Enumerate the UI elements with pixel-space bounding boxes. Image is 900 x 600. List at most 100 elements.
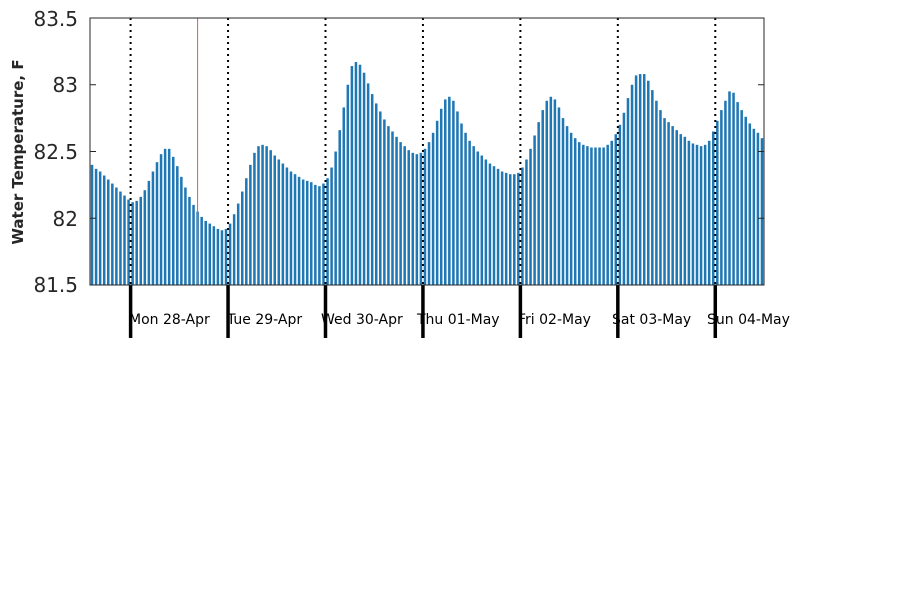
bar xyxy=(602,147,605,285)
bar xyxy=(464,132,467,285)
bar xyxy=(606,144,609,285)
bar xyxy=(310,182,313,285)
bar xyxy=(586,146,589,285)
bar xyxy=(350,66,354,285)
bar xyxy=(212,226,216,285)
bar xyxy=(703,144,707,285)
day-label: Tue 29-Apr xyxy=(226,312,302,328)
bar xyxy=(439,108,443,285)
ytick-label: 83.5 xyxy=(33,7,78,31)
bar xyxy=(119,191,122,285)
x-axis-day-labels: Mon 28-Apr Tue 29-Apr Wed 30-Apr Thu 01-… xyxy=(129,312,790,328)
bar xyxy=(431,132,435,285)
bar xyxy=(444,99,447,286)
bar xyxy=(679,134,683,285)
ytick-label: 82.5 xyxy=(33,140,78,164)
bar xyxy=(760,138,764,285)
bar xyxy=(492,166,496,285)
bar xyxy=(180,176,183,285)
bar xyxy=(699,146,703,285)
bar xyxy=(192,204,195,285)
bar xyxy=(508,174,512,285)
bar xyxy=(342,107,346,285)
bar xyxy=(740,110,743,285)
bar xyxy=(358,64,362,285)
bar xyxy=(667,122,670,285)
bar xyxy=(724,100,727,286)
bar xyxy=(94,168,98,285)
bar xyxy=(561,118,565,286)
bar xyxy=(517,172,520,285)
bar xyxy=(143,190,147,285)
bar xyxy=(314,184,317,286)
bar xyxy=(578,142,581,285)
day-label: Fri 02-May xyxy=(518,312,591,328)
bar xyxy=(318,186,321,285)
bar xyxy=(281,163,285,285)
bar xyxy=(163,148,167,285)
bar xyxy=(557,107,561,285)
bar xyxy=(98,171,102,285)
bar xyxy=(642,74,646,285)
bar xyxy=(415,154,419,285)
bar xyxy=(269,150,272,285)
bar xyxy=(594,147,597,285)
bar xyxy=(395,136,398,285)
bar xyxy=(638,74,642,285)
bar xyxy=(716,120,719,285)
ytick-label: 83 xyxy=(53,73,78,97)
bar xyxy=(736,102,739,285)
bar xyxy=(379,111,382,285)
bar xyxy=(151,171,155,285)
bar xyxy=(452,100,455,286)
day-label: Sun 04-May xyxy=(707,312,790,328)
bar xyxy=(322,183,325,285)
bar xyxy=(387,126,390,285)
bar xyxy=(147,180,151,285)
bar xyxy=(293,174,297,285)
bar xyxy=(484,159,488,285)
bar xyxy=(167,148,171,285)
day-label: Sat 03-May xyxy=(612,312,691,328)
bar xyxy=(204,220,207,285)
bar xyxy=(374,103,378,285)
bar xyxy=(521,167,524,285)
bar xyxy=(370,94,374,285)
bar xyxy=(610,140,613,285)
bar xyxy=(220,230,224,285)
bar xyxy=(472,146,475,285)
bar xyxy=(504,172,508,285)
bar xyxy=(123,195,126,285)
bar xyxy=(634,75,638,285)
bar xyxy=(590,147,593,285)
bar xyxy=(565,126,569,285)
bar xyxy=(200,216,203,285)
bar xyxy=(273,155,276,285)
bar xyxy=(261,144,264,285)
bar xyxy=(598,147,601,285)
bar xyxy=(127,199,130,285)
bar xyxy=(391,131,394,285)
bar xyxy=(529,148,532,285)
bar xyxy=(752,128,756,285)
bar xyxy=(90,164,94,285)
bar xyxy=(241,191,244,285)
bar xyxy=(155,162,159,285)
bar xyxy=(435,120,439,285)
bar xyxy=(131,202,134,285)
bar xyxy=(224,228,228,285)
bar xyxy=(533,135,536,285)
bar xyxy=(683,136,687,285)
bar xyxy=(362,72,366,285)
bar xyxy=(411,152,415,285)
bar xyxy=(216,228,220,285)
day-label: Wed 30-Apr xyxy=(321,312,403,328)
bar xyxy=(228,223,232,285)
day-separators xyxy=(128,18,718,338)
bar xyxy=(655,100,658,286)
bar xyxy=(366,83,370,285)
bar xyxy=(582,144,585,285)
y-axis-ticks xyxy=(90,17,764,286)
bar xyxy=(403,146,406,285)
